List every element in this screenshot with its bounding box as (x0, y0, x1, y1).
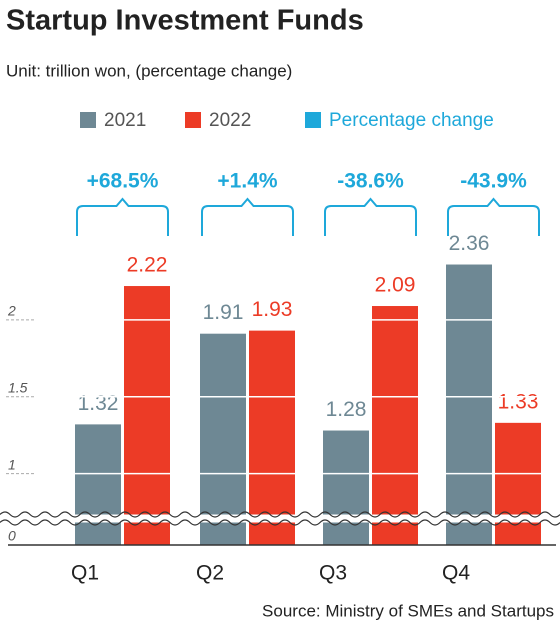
value-label: 1.91 (203, 301, 244, 324)
x-tick-label: Q2 (196, 562, 224, 585)
legend-label: 2022 (209, 110, 251, 131)
value-label: 2.09 (375, 274, 416, 297)
chart-title: Startup Investment Funds (6, 5, 364, 37)
x-tick-label: Q3 (319, 562, 347, 585)
bar (124, 286, 170, 545)
y-tick-label: 1 (8, 456, 16, 472)
change-bracket (324, 197, 417, 236)
value-label: 1.28 (326, 398, 367, 421)
bar (200, 333, 246, 545)
value-label: 1.32 (78, 392, 119, 415)
change-label: +1.4% (217, 170, 277, 193)
bar (372, 306, 418, 545)
axis-break (0, 511, 560, 518)
y-tick-label: 0 (8, 528, 16, 544)
value-label: 2.36 (449, 232, 490, 255)
bar (75, 424, 121, 545)
value-label: 1.33 (498, 390, 539, 413)
value-label: 1.93 (252, 298, 293, 321)
axis-break-band (0, 514, 560, 523)
change-label: +68.5% (87, 170, 159, 193)
change-bracket (201, 197, 294, 236)
chart-subtitle: Unit: trillion won, (percentage change) (6, 61, 292, 80)
change-label: -43.9% (460, 170, 527, 193)
change-bracket (447, 197, 540, 236)
legend-label: 2021 (104, 110, 146, 131)
bar (323, 430, 369, 545)
axis-break (0, 519, 560, 526)
bar (249, 330, 295, 545)
legend-swatch (185, 112, 201, 128)
x-tick-label: Q4 (442, 562, 470, 585)
y-tick-label: 2 (7, 303, 16, 319)
legend-label: Percentage change (329, 110, 494, 131)
legend-swatch (305, 112, 321, 128)
y-tick-label: 1.5 (8, 379, 28, 395)
value-label: 2.22 (127, 254, 168, 277)
source: Source: Ministry of SMEs and Startups (262, 601, 554, 620)
change-label: -38.6% (337, 170, 404, 193)
legend-swatch (80, 112, 96, 128)
bar (446, 264, 492, 545)
change-bracket (76, 197, 169, 236)
x-tick-label: Q1 (71, 562, 99, 585)
bar (495, 422, 541, 545)
